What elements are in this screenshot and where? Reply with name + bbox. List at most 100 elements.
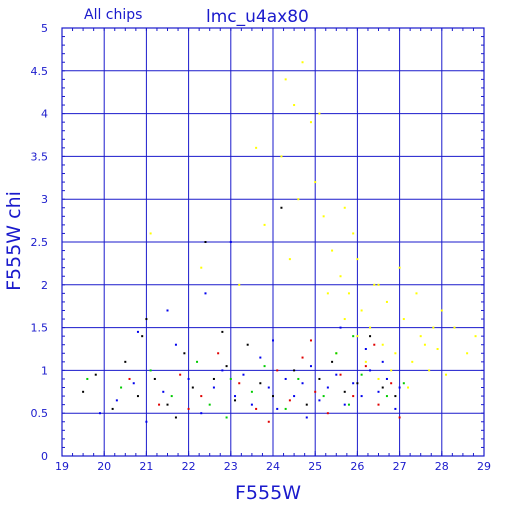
data-point (250, 390, 253, 393)
data-point (331, 360, 334, 363)
data-point (174, 343, 177, 346)
data-point (174, 416, 177, 419)
y-tick-label: 5 (41, 22, 48, 35)
data-point (145, 420, 148, 423)
data-point (297, 377, 300, 380)
data-point (187, 407, 190, 410)
data-point (369, 369, 372, 372)
data-point (187, 377, 190, 380)
data-point (343, 206, 346, 209)
data-point (94, 373, 97, 376)
x-tick-label: 26 (350, 460, 364, 473)
data-point (398, 386, 401, 389)
data-point (343, 403, 346, 406)
data-point (411, 360, 414, 363)
data-point (390, 369, 393, 372)
data-point (318, 112, 321, 115)
data-point (212, 386, 215, 389)
data-point (373, 343, 376, 346)
data-point (381, 343, 384, 346)
data-point (234, 399, 237, 402)
y-tick-label: 1 (41, 364, 48, 377)
data-point (364, 365, 367, 368)
data-point (318, 399, 321, 402)
data-point (166, 403, 169, 406)
data-point (309, 339, 312, 342)
data-point (335, 373, 338, 376)
x-tick-label: 24 (266, 460, 280, 473)
data-point (440, 309, 443, 312)
y-tick-label: 4.5 (31, 65, 49, 78)
data-point (390, 382, 393, 385)
data-point (288, 258, 291, 261)
data-point (293, 104, 296, 107)
data-point (415, 292, 418, 295)
data-point (360, 373, 363, 376)
data-point (352, 335, 355, 338)
data-point (200, 395, 203, 398)
data-point (326, 292, 329, 295)
data-point (272, 395, 274, 398)
data-point (305, 403, 308, 406)
data-point (136, 330, 139, 333)
data-point (445, 373, 448, 376)
data-point (284, 377, 287, 380)
data-point (356, 382, 359, 385)
data-point (428, 369, 431, 372)
data-point (170, 395, 173, 398)
data-point (149, 369, 152, 372)
data-point (377, 390, 380, 393)
data-point (204, 241, 207, 243)
data-point (204, 292, 207, 295)
x-tick-label: 20 (97, 460, 111, 473)
y-tick-label: 2.5 (31, 236, 49, 249)
data-point (309, 121, 312, 124)
data-point (377, 377, 380, 380)
y-axis-label: F555W chi (3, 191, 25, 291)
data-point (255, 407, 258, 410)
data-point (263, 365, 266, 368)
data-point (276, 369, 279, 372)
data-point (132, 382, 135, 385)
x-tick-label: 22 (182, 460, 196, 473)
data-point (145, 318, 148, 321)
data-point (284, 78, 287, 81)
data-point (385, 395, 388, 398)
data-point (276, 407, 279, 410)
data-point (250, 403, 253, 406)
data-point (179, 373, 182, 376)
data-point (267, 420, 270, 423)
y-tick-label: 3.5 (31, 150, 49, 163)
data-point (225, 365, 228, 368)
data-point (267, 386, 270, 389)
data-point (352, 232, 355, 235)
data-point (352, 382, 355, 385)
data-point (369, 335, 372, 338)
data-point (347, 292, 350, 295)
data-point (208, 403, 211, 406)
data-point (314, 390, 317, 393)
data-point (242, 373, 245, 376)
data-point (356, 258, 359, 261)
data-point (183, 352, 186, 355)
data-point (343, 390, 346, 393)
data-point (196, 360, 199, 363)
data-point (364, 360, 367, 363)
data-point (360, 309, 363, 312)
data-point (402, 318, 405, 321)
data-point (98, 412, 101, 415)
data-point (335, 352, 338, 355)
data-point (326, 412, 329, 415)
data-point (453, 326, 456, 329)
data-point (423, 343, 426, 346)
data-point (221, 330, 224, 333)
data-point (331, 249, 334, 252)
data-point (309, 365, 312, 368)
x-tick-label: 25 (308, 460, 322, 473)
data-point (153, 377, 156, 380)
x-tick-label: 19 (55, 460, 69, 473)
data-point (419, 335, 422, 338)
data-point (352, 395, 355, 398)
data-point (234, 395, 237, 398)
